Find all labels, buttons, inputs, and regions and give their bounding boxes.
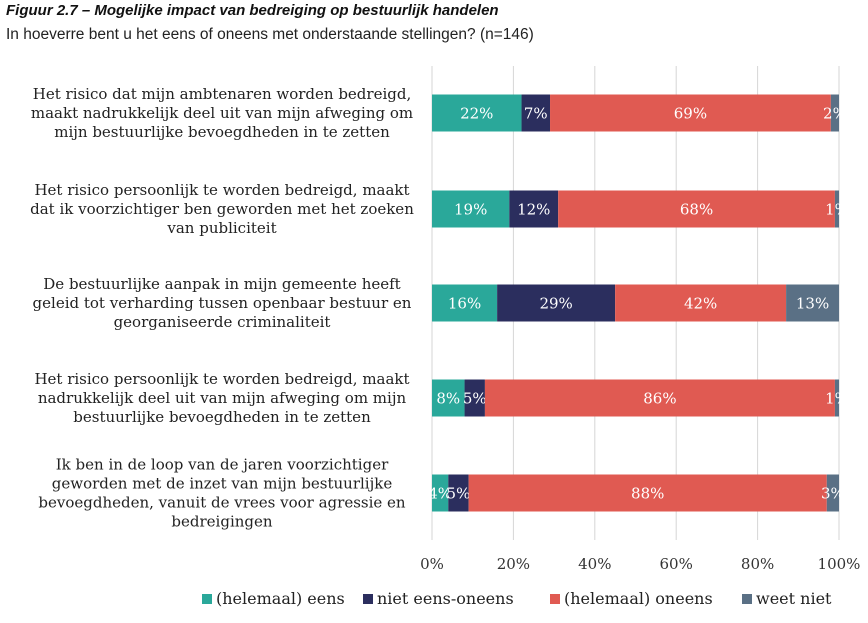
x-tick-label: 80% — [741, 555, 774, 573]
bar-segment — [786, 284, 839, 322]
bar-value-label: 42% — [684, 295, 717, 313]
bars: 22% 7% 69% 2%19% 12% 68% 1%16% 29% 42% 13%8% 5% 86%… — [428, 94, 849, 512]
category-label: Het risico persoonlijk te worden bedreig… — [34, 370, 409, 426]
category-labels: Het risico dat mijn ambtenaren worden be… — [30, 85, 414, 531]
bar-segment — [432, 474, 449, 512]
bar-value-label: 7% — [524, 105, 548, 123]
bar-value-label: 12% — [517, 201, 550, 219]
bar-value-label: 2% — [823, 105, 847, 123]
bar-segment — [484, 379, 835, 417]
legend-label: (helemaal) oneens — [564, 589, 713, 608]
bar-segment — [521, 94, 551, 132]
bar-segment — [432, 190, 510, 228]
figure-title: Figuur 2.7 – Mogelijke impact van bedrei… — [6, 2, 499, 19]
bar-segment — [509, 190, 559, 228]
bar-segment — [497, 284, 616, 322]
bar-value-label: 86% — [643, 390, 676, 408]
x-tick-label: 60% — [660, 555, 693, 573]
bar-value-label: 1% — [825, 201, 849, 219]
x-tick-label: 0% — [420, 555, 444, 573]
bar-segment — [834, 379, 839, 417]
legend-swatch — [363, 594, 373, 604]
legend-swatch — [742, 594, 752, 604]
bar-value-label: 68% — [680, 201, 713, 219]
legend-swatch — [202, 594, 212, 604]
bar-value-label: 5% — [447, 485, 471, 503]
legend-label: niet eens-oneens — [377, 589, 514, 608]
category-label: Ik ben in de loop van de jaren voorzicht… — [38, 456, 406, 531]
bar-segment — [615, 284, 787, 322]
bar-segment — [468, 474, 827, 512]
legend-swatch — [550, 594, 560, 604]
bar-value-label: 22% — [460, 105, 493, 123]
bar-segment — [464, 379, 485, 417]
bar-segment — [830, 94, 839, 132]
x-axis-ticks: 0% 20% 40% 60% 80% 100% — [420, 555, 860, 573]
bar-segment — [826, 474, 839, 512]
bar-value-label: 69% — [674, 105, 707, 123]
x-tick-label: 40% — [578, 555, 611, 573]
bar-value-label: 3% — [821, 485, 845, 503]
category-label: De bestuurlijke aanpak in mijn gemeente … — [33, 275, 412, 331]
legend: (helemaal) eens niet eens-oneens (helemaal… — [202, 589, 832, 608]
bar-value-label: 16% — [448, 295, 481, 313]
bar-value-label: 5% — [463, 390, 487, 408]
bar-segment — [558, 190, 835, 228]
x-tick-label: 100% — [818, 555, 861, 573]
figure-subtitle: In hoeverre bent u het eens of oneens me… — [6, 26, 534, 43]
bar-value-label: 1% — [825, 390, 849, 408]
bar-value-label: 8% — [436, 390, 460, 408]
category-label: Het risico dat mijn ambtenaren worden be… — [31, 85, 413, 141]
bar-value-label: 4% — [428, 485, 452, 503]
bar-segment — [550, 94, 831, 132]
bar-segment — [448, 474, 469, 512]
bar-value-label: 19% — [454, 201, 487, 219]
bar-segment — [432, 284, 498, 322]
bar-segment — [834, 190, 839, 228]
bar-segment — [432, 379, 465, 417]
bar-value-label: 88% — [631, 485, 664, 503]
bar-value-label: 13% — [796, 295, 829, 313]
bar-segment — [432, 94, 522, 132]
category-label: Het risico persoonlijk te worden bedreig… — [30, 181, 414, 237]
legend-label: weet niet — [756, 589, 832, 608]
bar-value-label: 29% — [539, 295, 572, 313]
legend-label: (helemaal) eens — [216, 589, 345, 608]
x-tick-label: 20% — [497, 555, 530, 573]
